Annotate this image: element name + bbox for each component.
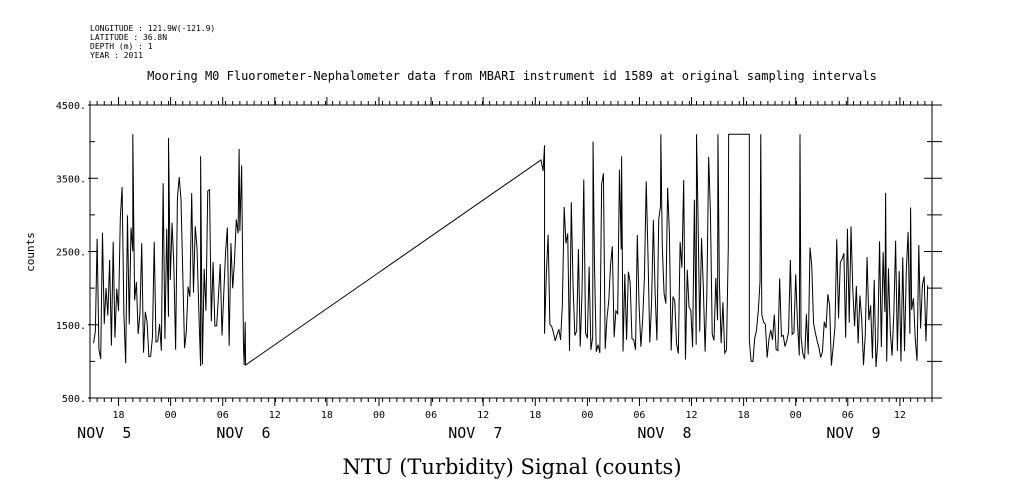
x-day-label: NOV 7 (448, 424, 502, 442)
y-tick-label: 4500. (56, 101, 86, 112)
x-tick-label: 18 (529, 410, 541, 421)
y-tick-label: 500. (62, 394, 86, 405)
x-day-label: NOV 9 (826, 424, 880, 442)
x-day-label: NOV 5 (77, 424, 131, 442)
meta-longitude: LONGITUDE : 121.9W(-121.9) (90, 24, 215, 33)
meta-year: YEAR : 2011 (90, 51, 143, 60)
x-tick-label: 00 (165, 410, 177, 421)
header-info: LONGITUDE : 121.9W(-121.9) LATITUDE : 36… (90, 24, 215, 60)
meta-latitude: LATITUDE : 36.8N (90, 33, 167, 42)
x-tick-label: 18 (321, 410, 333, 421)
x-tick-label: 06 (633, 410, 645, 421)
x-tick-label: 18 (738, 410, 750, 421)
meta-depth: DEPTH (m) : 1 (90, 42, 153, 51)
x-tick-label: 00 (373, 410, 385, 421)
x-axis: 18 00 06 12 18 00 06 12 18 00 06 12 18 00 06 12 NOV 5 NOV… (77, 97, 933, 442)
y-axis: 4500. 3500. 2500. 1500. 500. (56, 101, 942, 405)
chart-title: Mooring M0 Fluorometer-Nephalometer data… (147, 69, 877, 83)
x-axis-title: NTU (Turbidity) Signal (counts) (342, 455, 681, 479)
plot-frame (89, 104, 933, 399)
x-day-label: NOV 8 (637, 424, 691, 442)
x-tick-label: 06 (217, 410, 229, 421)
x-tick-label: 06 (842, 410, 854, 421)
x-day-label: NOV 6 (216, 424, 270, 442)
x-tick-label: 12 (894, 410, 906, 421)
y-axis-title: counts (24, 232, 37, 272)
x-tick-label: 18 (113, 410, 125, 421)
series-line (93, 133, 929, 368)
x-tick-label: 00 (581, 410, 593, 421)
y-tick-label: 3500. (56, 174, 86, 185)
x-tick-label: 12 (686, 410, 698, 421)
series-group (93, 133, 929, 368)
y-tick-label: 2500. (56, 248, 86, 259)
x-tick-label: 12 (269, 410, 281, 421)
x-tick-label: 12 (477, 410, 489, 421)
x-tick-label: 00 (790, 410, 802, 421)
x-tick-label: 06 (425, 410, 437, 421)
y-tick-label: 1500. (56, 321, 86, 332)
